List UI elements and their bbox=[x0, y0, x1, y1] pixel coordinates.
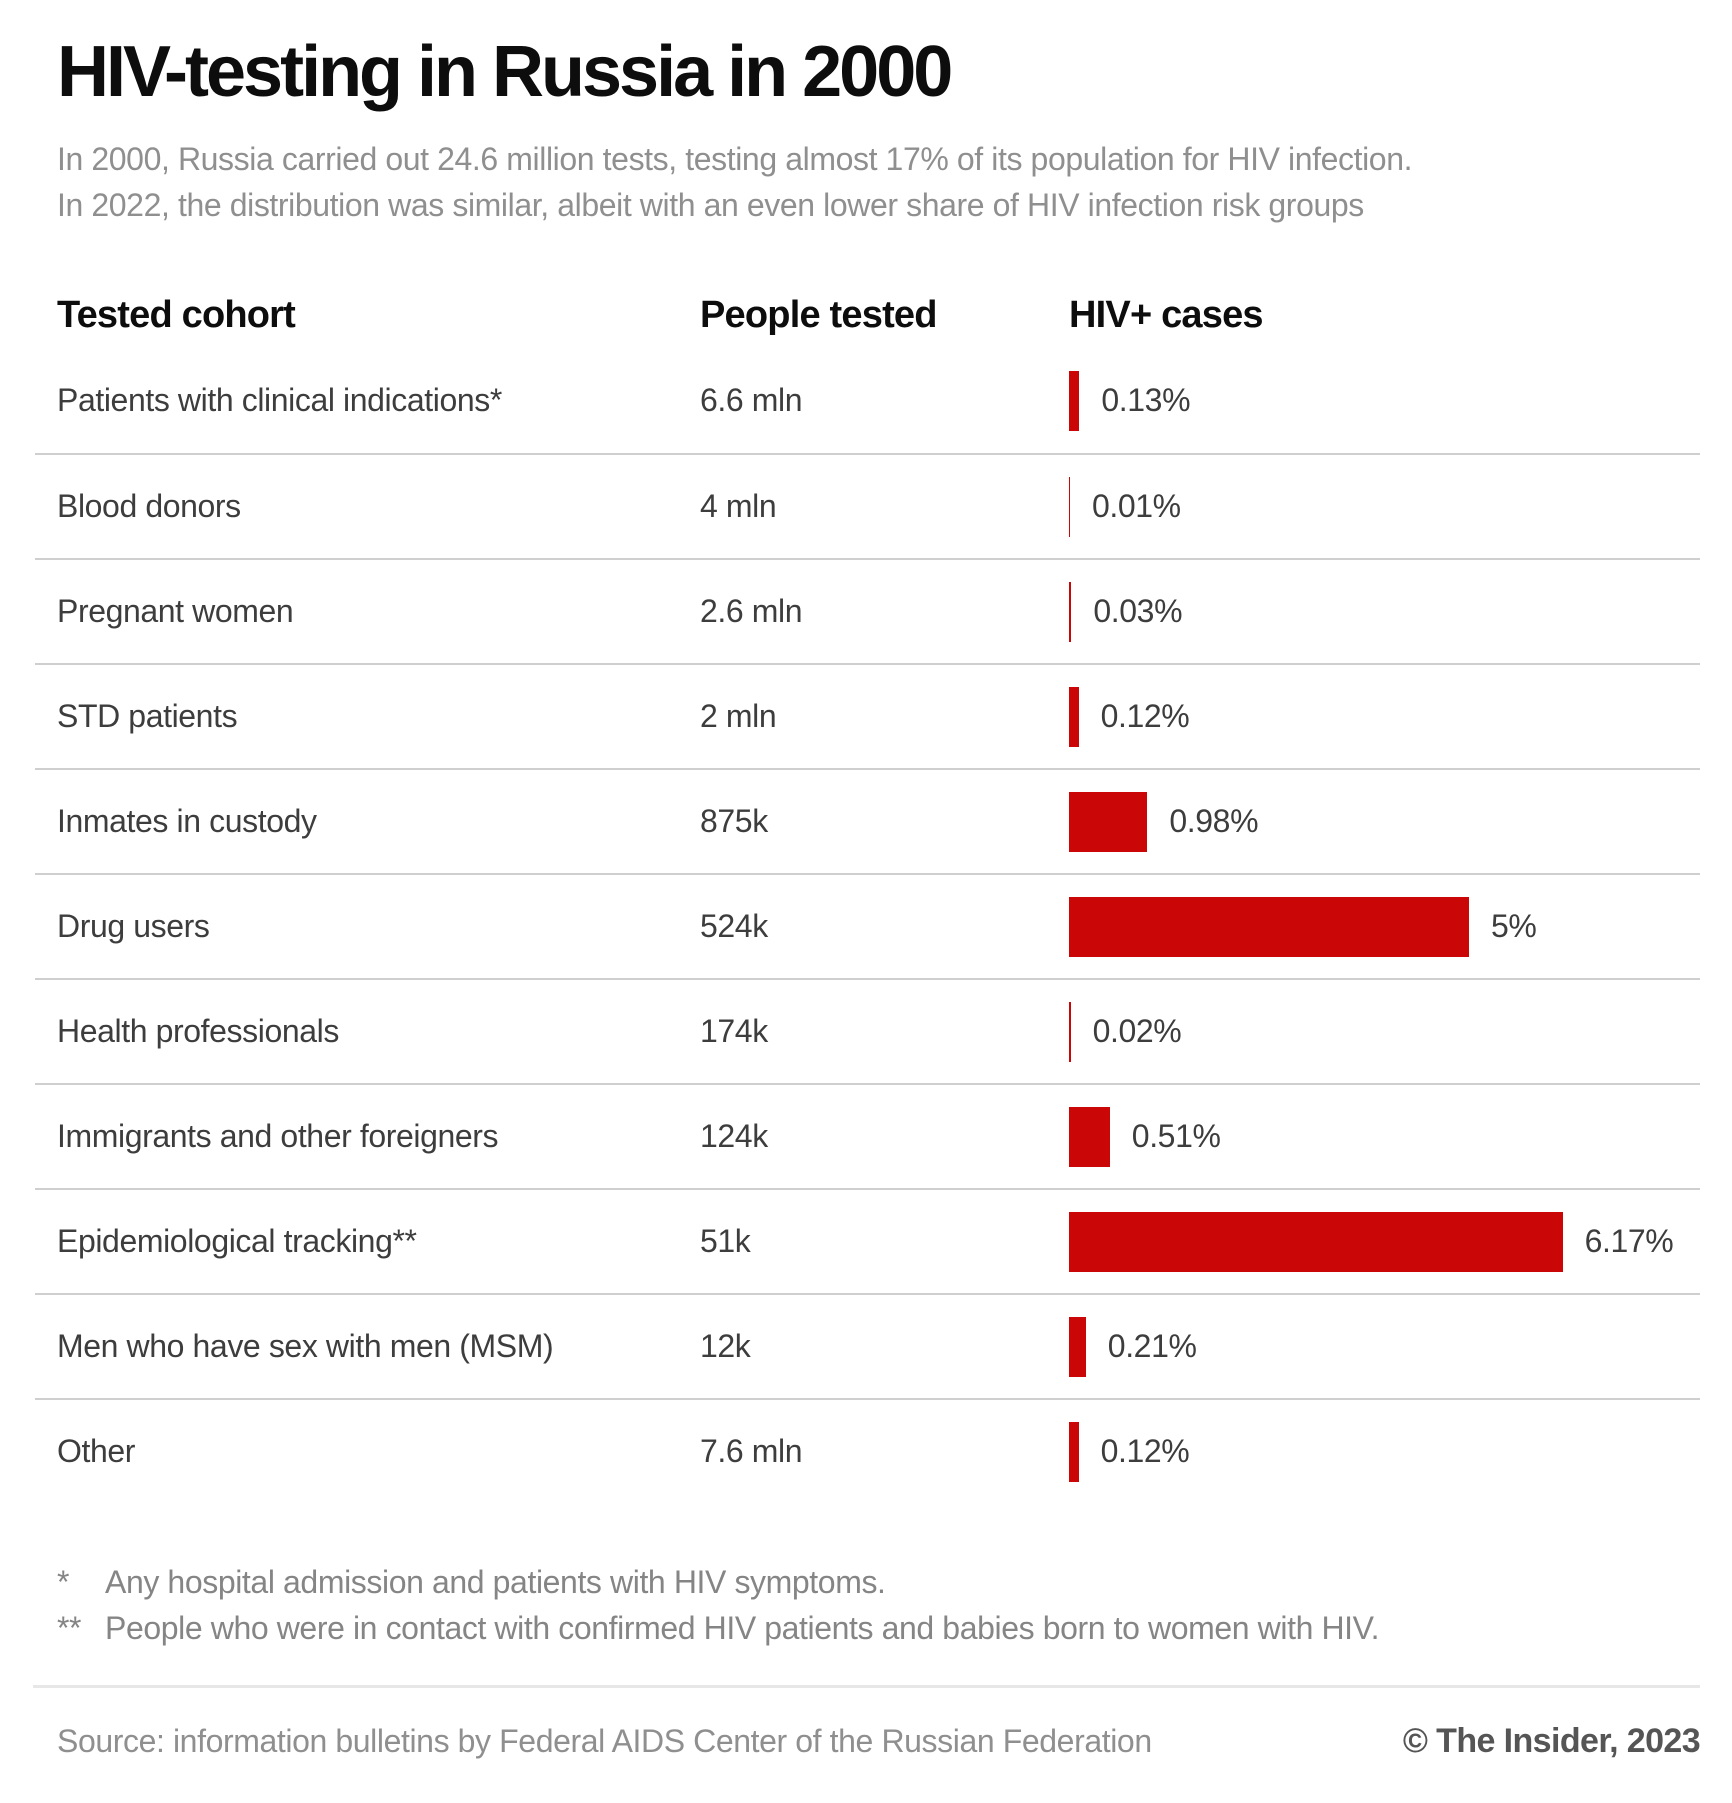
hiv-cases-cell: 0.02% bbox=[1069, 1001, 1700, 1062]
hiv-cases-bar bbox=[1069, 1106, 1110, 1167]
hiv-cases-percent: 0.98% bbox=[1169, 803, 1259, 839]
people-tested-value: 174k bbox=[700, 1013, 768, 1049]
column-header-hiv-cases: HIV+ cases bbox=[1069, 294, 1264, 336]
hiv-cases-bar bbox=[1069, 581, 1072, 642]
hiv-cases-percent: 0.21% bbox=[1107, 1328, 1197, 1364]
footnote-2: ** People who were in contact with confi… bbox=[57, 1605, 1700, 1651]
page-title: HIV-testing in Russia in 2000 bbox=[57, 32, 953, 112]
people-tested-value: 12k bbox=[700, 1328, 751, 1364]
hiv-cases-cell: 0.98% bbox=[1069, 791, 1700, 852]
hiv-cases-cell: 0.03% bbox=[1069, 581, 1700, 642]
cohort-label: Health professionals bbox=[57, 1013, 339, 1049]
subtitle-line-1: In 2000, Russia carried out 24.6 million… bbox=[57, 141, 1413, 177]
hiv-cases-bar bbox=[1069, 1001, 1071, 1062]
people-tested-value: 2 mln bbox=[700, 698, 777, 734]
table-body: Patients with clinical indications* 6.6 … bbox=[35, 348, 1700, 1503]
table-row: STD patients 2 mln 0.12% bbox=[35, 663, 1700, 768]
hiv-cases-bar bbox=[1069, 896, 1469, 957]
people-tested-value: 124k bbox=[700, 1118, 768, 1154]
hiv-cases-percent: 0.03% bbox=[1093, 593, 1183, 629]
hiv-cases-cell: 0.13% bbox=[1069, 370, 1700, 431]
cohort-label: Other bbox=[57, 1433, 136, 1469]
table-row: Epidemiological tracking** 51k 6.17% bbox=[35, 1188, 1700, 1293]
hiv-cases-cell: 0.21% bbox=[1069, 1316, 1700, 1377]
cohort-label: Men who have sex with men (MSM) bbox=[57, 1328, 554, 1364]
hiv-cases-percent: 0.12% bbox=[1100, 698, 1190, 734]
people-tested-value: 51k bbox=[700, 1223, 751, 1259]
hiv-cases-percent: 5% bbox=[1491, 908, 1537, 944]
table-row: Pregnant women 2.6 mln 0.03% bbox=[35, 558, 1700, 663]
footnote-1: * Any hospital admission and patients wi… bbox=[57, 1559, 1700, 1605]
table-row: Other 7.6 mln 0.12% bbox=[35, 1398, 1700, 1503]
people-tested-value: 7.6 mln bbox=[700, 1433, 803, 1469]
hiv-cases-cell: 0.01% bbox=[1069, 476, 1700, 537]
hiv-cases-percent: 0.51% bbox=[1131, 1118, 1221, 1154]
table-row: Immigrants and other foreigners 124k 0.5… bbox=[35, 1083, 1700, 1188]
footnote-1-text: Any hospital admission and patients with… bbox=[105, 1564, 886, 1600]
hiv-cases-percent: 6.17% bbox=[1584, 1223, 1674, 1259]
hiv-cases-cell: 0.12% bbox=[1069, 1421, 1700, 1482]
table-row: Inmates in custody 875k 0.98% bbox=[35, 768, 1700, 873]
hiv-cases-percent: 0.13% bbox=[1101, 382, 1191, 418]
subtitle: In 2000, Russia carried out 24.6 million… bbox=[57, 136, 1700, 228]
table-row: Blood donors 4 mln 0.01% bbox=[35, 453, 1700, 558]
subtitle-line-2: In 2022, the distribution was similar, a… bbox=[57, 187, 1364, 223]
hiv-cases-bar bbox=[1069, 686, 1079, 747]
people-tested-value: 524k bbox=[700, 908, 768, 944]
source-text: Source: information bulletins by Federal… bbox=[57, 1723, 1152, 1759]
hiv-cases-percent: 0.12% bbox=[1100, 1433, 1190, 1469]
table-header-row: Tested cohort People tested HIV+ cases bbox=[57, 292, 1700, 348]
footer-divider bbox=[33, 1685, 1700, 1688]
hiv-cases-bar bbox=[1069, 476, 1070, 537]
hiv-cases-bar bbox=[1069, 791, 1148, 852]
cohort-label: Inmates in custody bbox=[57, 803, 317, 839]
cohort-label: Drug users bbox=[57, 908, 210, 944]
table-row: Health professionals 174k 0.02% bbox=[35, 978, 1700, 1083]
hiv-testing-table: Tested cohort People tested HIV+ cases P… bbox=[35, 292, 1700, 1503]
hiv-cases-cell: 6.17% bbox=[1069, 1211, 1700, 1272]
table-row: Patients with clinical indications* 6.6 … bbox=[35, 348, 1700, 453]
table-row: Men who have sex with men (MSM) 12k 0.21… bbox=[35, 1293, 1700, 1398]
hiv-cases-cell: 5% bbox=[1069, 896, 1700, 957]
hiv-cases-bar bbox=[1069, 370, 1080, 431]
copyright-credit: © The Insider, 2023 bbox=[1402, 1722, 1701, 1760]
hiv-cases-percent: 0.01% bbox=[1092, 488, 1181, 524]
hiv-cases-cell: 0.12% bbox=[1069, 686, 1700, 747]
cohort-label: Patients with clinical indications* bbox=[57, 382, 502, 418]
cohort-label: STD patients bbox=[57, 698, 238, 734]
footnote-1-marker: * bbox=[57, 1564, 70, 1600]
cohort-label: Immigrants and other foreigners bbox=[57, 1118, 499, 1154]
table-row: Drug users 524k 5% bbox=[35, 873, 1700, 978]
hiv-cases-percent: 0.02% bbox=[1092, 1013, 1182, 1049]
hiv-cases-bar bbox=[1069, 1316, 1086, 1377]
column-header-people-tested: People tested bbox=[700, 294, 937, 336]
cohort-label: Epidemiological tracking** bbox=[57, 1223, 417, 1259]
cohort-label: Blood donors bbox=[57, 488, 241, 524]
footnote-2-marker: ** bbox=[57, 1610, 82, 1646]
footnote-2-text: People who were in contact with confirme… bbox=[105, 1610, 1380, 1646]
column-header-tested-cohort: Tested cohort bbox=[57, 294, 296, 336]
people-tested-value: 6.6 mln bbox=[700, 382, 803, 418]
cohort-label: Pregnant women bbox=[57, 593, 294, 629]
people-tested-value: 2.6 mln bbox=[700, 593, 803, 629]
people-tested-value: 4 mln bbox=[700, 488, 777, 524]
footer: Source: information bulletins by Federal… bbox=[57, 1718, 1701, 1764]
footnotes: * Any hospital admission and patients wi… bbox=[57, 1559, 1700, 1651]
hiv-cases-bar bbox=[1069, 1211, 1563, 1272]
hiv-cases-bar bbox=[1069, 1421, 1079, 1482]
people-tested-value: 875k bbox=[700, 803, 768, 839]
hiv-cases-cell: 0.51% bbox=[1069, 1106, 1700, 1167]
